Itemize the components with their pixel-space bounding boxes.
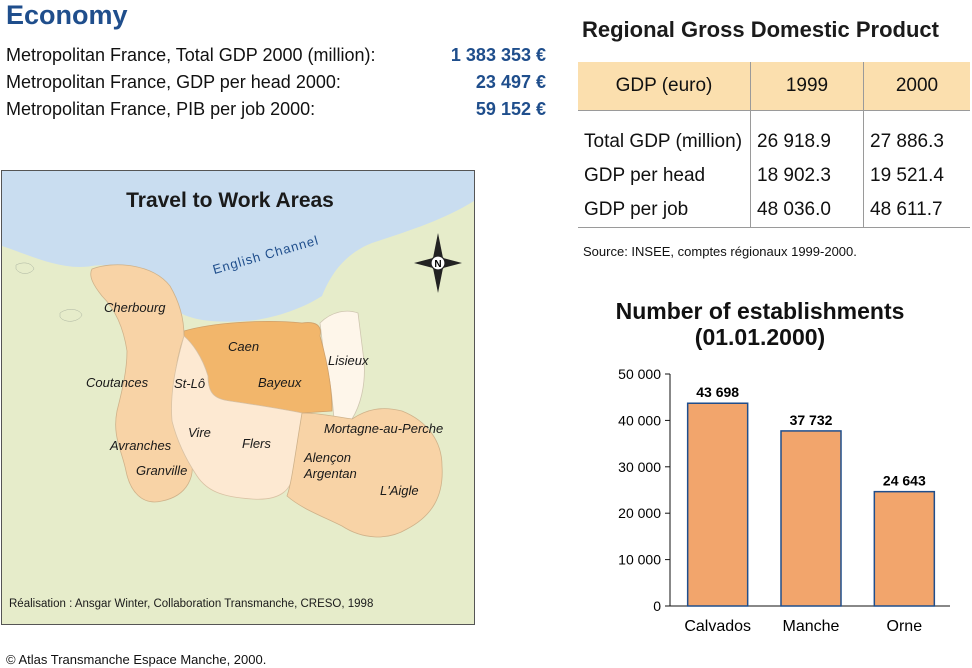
table-header-cell: 1999 bbox=[750, 62, 864, 111]
sea-area bbox=[2, 171, 474, 322]
table-row: Total GDP (million) 26 918.9 27 886.3 bbox=[578, 110, 970, 159]
label-mortagne: Mortagne-au-Perche bbox=[324, 421, 443, 436]
label-flers: Flers bbox=[242, 436, 271, 451]
label-vire: Vire bbox=[188, 425, 211, 440]
label-lisieux: Lisieux bbox=[328, 353, 369, 368]
x-tick-label: Manche bbox=[783, 618, 840, 635]
label-coutances: Coutances bbox=[86, 375, 149, 390]
label-caen: Caen bbox=[228, 339, 259, 354]
table-cell: 19 521.4 bbox=[863, 159, 970, 193]
table-cell: Total GDP (million) bbox=[578, 110, 751, 159]
label-granville: Granville bbox=[136, 463, 187, 478]
stat-value: 23 497 € bbox=[475, 72, 546, 92]
chart-title-line: (01.01.2000) bbox=[694, 324, 826, 350]
label-argentan: Argentan bbox=[303, 466, 357, 481]
bar-chart: 0 10 000 20 000 30 000 40 000 50 000 43 698 Cal… bbox=[618, 366, 950, 635]
y-tick-label: 10 000 bbox=[618, 552, 661, 568]
table-cell: GDP per head bbox=[584, 165, 706, 186]
label-bayeux: Bayeux bbox=[258, 375, 302, 390]
table-cell: 27 886.3 bbox=[863, 110, 970, 159]
bar-value-label: 24 643 bbox=[883, 473, 926, 489]
chart-title: Number of establishments (01.01.2000) bbox=[590, 298, 930, 350]
label-alencon: Alençon bbox=[303, 450, 351, 465]
y-tick-label: 30 000 bbox=[618, 459, 661, 475]
stat-value: 59 152 € bbox=[475, 99, 546, 119]
island-shape bbox=[15, 262, 35, 274]
table-cell: 26 918.9 bbox=[750, 110, 864, 159]
stat-label: Metropolitan France, GDP per head 2000: bbox=[6, 72, 341, 92]
table-cell: 18 902.3 bbox=[750, 159, 864, 193]
table-header-row: GDP (euro) 1999 2000 bbox=[578, 62, 970, 111]
label-avranches: Avranches bbox=[109, 438, 172, 453]
label-saint-lo: St-Lô bbox=[174, 376, 205, 391]
table-header-cell: 2000 bbox=[863, 62, 970, 111]
table-source: Source: INSEE, comptes régionaux 1999-20… bbox=[583, 244, 857, 259]
table-row: GDP per job 48 036.0 48 611.7 bbox=[578, 193, 970, 228]
stat-label: Metropolitan France, PIB per job 2000: bbox=[6, 99, 316, 119]
economy-title: Economy bbox=[6, 0, 128, 30]
stat-value: 1 383 353 € bbox=[450, 45, 546, 65]
table-cell: GDP per job bbox=[578, 193, 751, 228]
bar-value-label: 43 698 bbox=[696, 384, 739, 400]
bar bbox=[873, 490, 936, 607]
table-cell: 48 611.7 bbox=[863, 193, 970, 228]
label-laigle: L'Aigle bbox=[380, 483, 419, 498]
bar bbox=[686, 402, 749, 607]
table-cell: 48 036.0 bbox=[750, 193, 864, 228]
area-cotentin bbox=[90, 264, 193, 503]
map-canvas: N Travel to Work Areas English Channel C… bbox=[2, 171, 474, 610]
label-cherbourg: Cherbourg bbox=[104, 300, 166, 315]
x-tick-label: Calvados bbox=[684, 618, 751, 635]
y-tick-label: 0 bbox=[653, 598, 661, 614]
map-title: Travel to Work Areas bbox=[126, 189, 334, 212]
gdp-table-title: Regional Gross Domestic Product bbox=[582, 17, 939, 42]
table-header-cell: GDP (euro) bbox=[578, 62, 751, 111]
compass-label: N bbox=[434, 259, 441, 270]
x-tick-label: Orne bbox=[887, 618, 923, 635]
travel-to-work-map: N Travel to Work Areas English Channel C… bbox=[1, 170, 475, 625]
stat-label: Metropolitan France, Total GDP 2000 (mil… bbox=[6, 45, 376, 65]
footer-credit: © Atlas Transmanche Espace Manche, 2000. bbox=[6, 652, 267, 667]
chart-title-line: Number of establishments bbox=[615, 298, 905, 324]
bar-value-label: 37 732 bbox=[790, 412, 833, 428]
table-row: GDP per head 18 902.3 19 521.4 bbox=[578, 159, 970, 193]
area-orne bbox=[286, 408, 443, 538]
map-credit: Réalisation : Ansgar Winter, Collaborati… bbox=[9, 598, 373, 610]
y-tick-label: 20 000 bbox=[618, 505, 661, 521]
island-shape bbox=[59, 309, 83, 322]
y-tick-label: 40 000 bbox=[618, 412, 661, 428]
gdp-table: GDP (euro) 1999 2000 Total GDP (million)… bbox=[578, 62, 970, 228]
bar bbox=[780, 430, 842, 607]
north-compass-icon bbox=[414, 233, 462, 293]
y-tick-label: 50 000 bbox=[618, 366, 661, 382]
